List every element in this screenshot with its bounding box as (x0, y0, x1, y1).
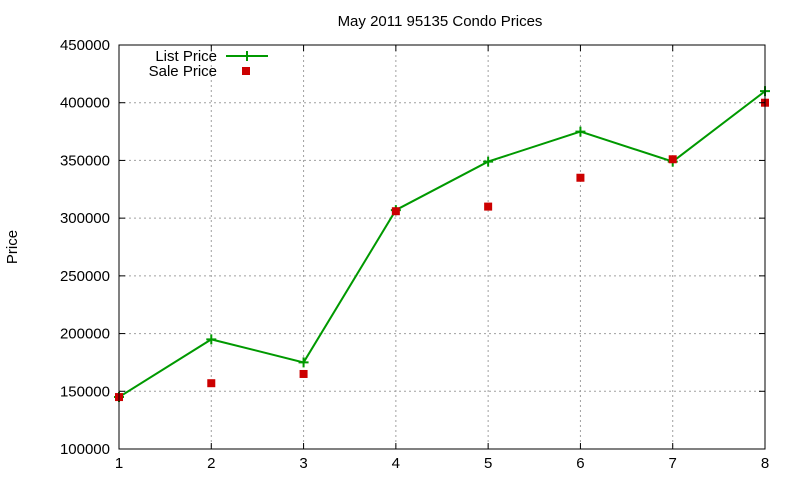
x-tick-label: 1 (115, 455, 123, 472)
y-tick-label: 300000 (60, 210, 110, 227)
chart-title: May 2011 95135 Condo Prices (338, 13, 543, 30)
x-tick-label: 8 (761, 455, 769, 472)
legend-label-sale-price: Sale Price (149, 63, 217, 80)
y-axis-label: Price (4, 230, 21, 264)
x-tick-label: 4 (392, 455, 400, 472)
x-tick-label: 3 (299, 455, 307, 472)
y-tick-label: 100000 (60, 441, 110, 458)
sale-price-point (484, 202, 493, 211)
list-price-point (206, 334, 217, 345)
x-tick-label: 5 (484, 455, 492, 472)
x-tick-label: 2 (207, 455, 215, 472)
list-price-point (298, 357, 309, 368)
y-tick-label: 150000 (60, 383, 110, 400)
legend: List Price Sale Price (149, 48, 268, 80)
list-price-point (575, 126, 586, 137)
sale-price-point (207, 379, 216, 388)
x-tick-label: 6 (576, 455, 584, 472)
list-price-point (483, 156, 494, 167)
sale-price-point (391, 207, 400, 216)
series-layer (114, 86, 770, 403)
y-tick-label: 450000 (60, 37, 110, 54)
y-tick-label: 350000 (60, 152, 110, 169)
grid (119, 45, 765, 449)
sale-price-point (668, 155, 677, 164)
sale-price-point (576, 173, 585, 182)
plot-frame (118, 44, 766, 450)
y-tick-label: 250000 (60, 268, 110, 285)
sale-price-point (299, 369, 308, 378)
legend-marker-list-price (242, 51, 252, 61)
tick-layer: 100000 150000 200000 250000 300000 350000 4000… (60, 37, 769, 472)
list-price-line (118, 90, 766, 398)
y-tick-label: 400000 (60, 95, 110, 112)
legend-label-list-price: List Price (155, 48, 217, 65)
legend-marker-sale-price (242, 67, 250, 75)
y-tick-label: 200000 (60, 326, 110, 343)
x-tick-label: 7 (669, 455, 677, 472)
